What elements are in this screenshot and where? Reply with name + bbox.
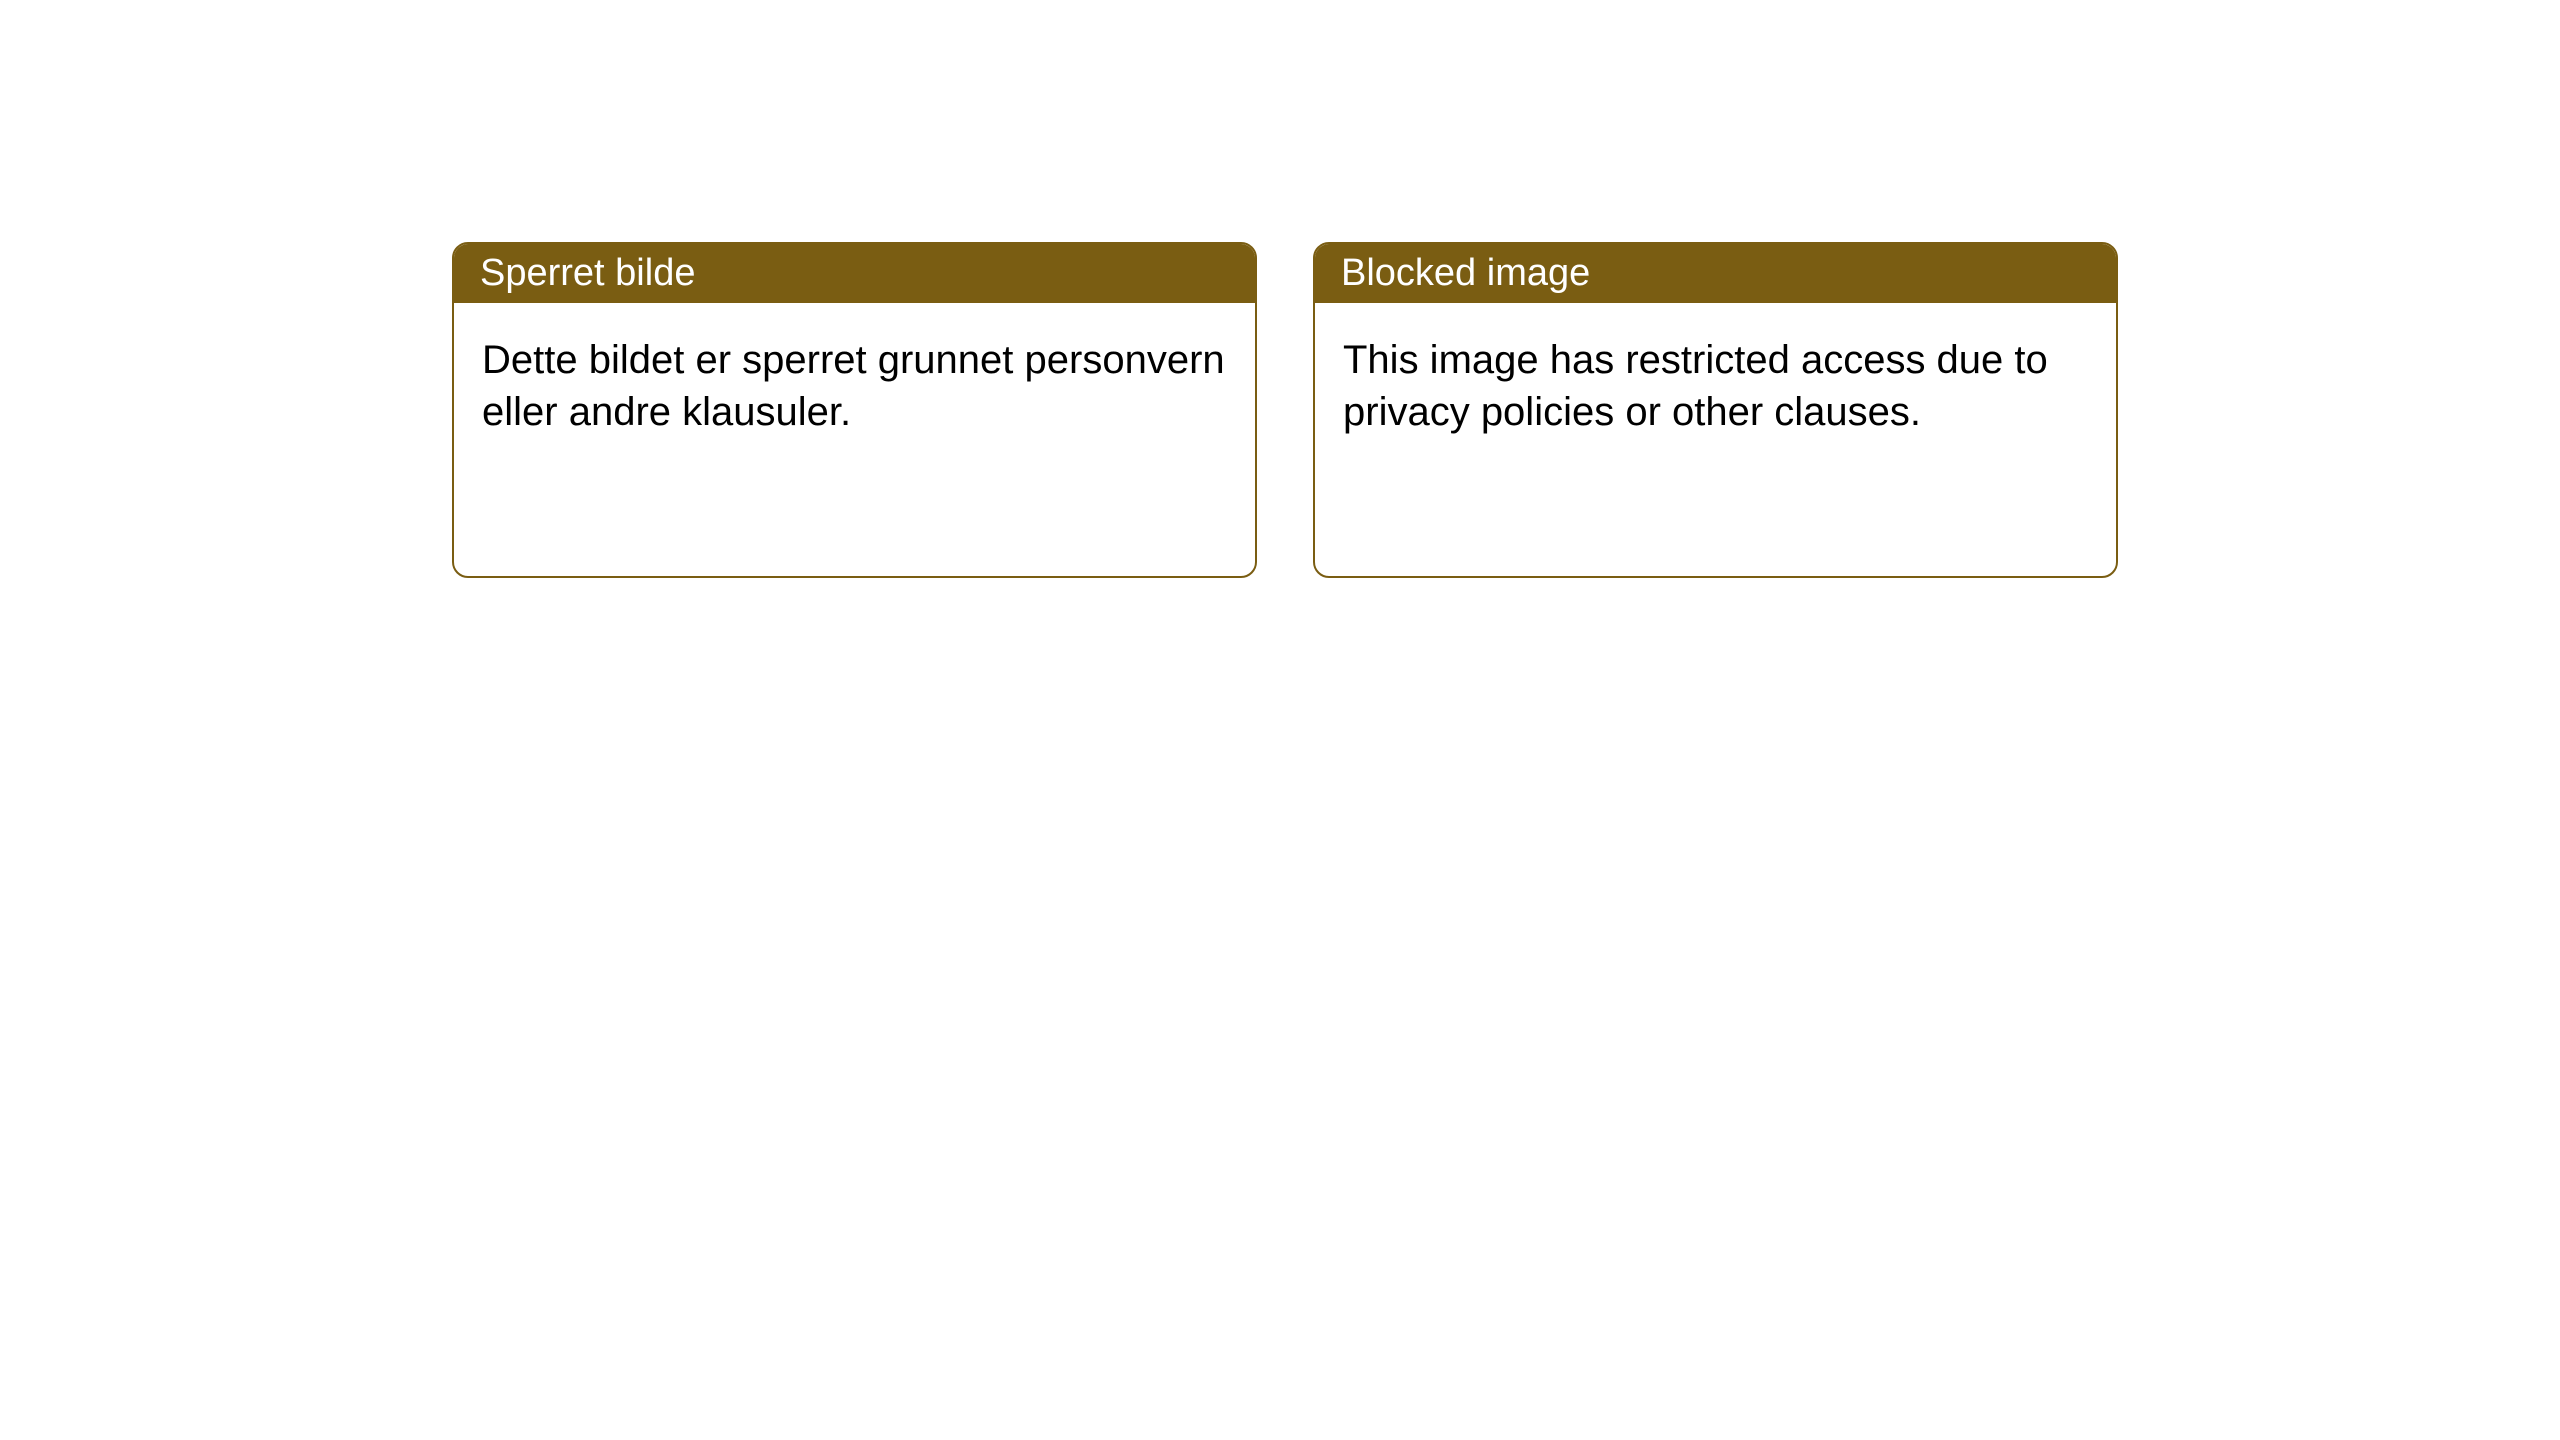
notice-box-english: Blocked image This image has restricted … bbox=[1313, 242, 2118, 578]
notice-box-norwegian: Sperret bilde Dette bildet er sperret gr… bbox=[452, 242, 1257, 578]
notice-header: Sperret bilde bbox=[454, 244, 1255, 303]
notice-header: Blocked image bbox=[1315, 244, 2116, 303]
notice-body: Dette bildet er sperret grunnet personve… bbox=[454, 303, 1255, 470]
notice-body: This image has restricted access due to … bbox=[1315, 303, 2116, 470]
notice-container: Sperret bilde Dette bildet er sperret gr… bbox=[0, 0, 2560, 578]
